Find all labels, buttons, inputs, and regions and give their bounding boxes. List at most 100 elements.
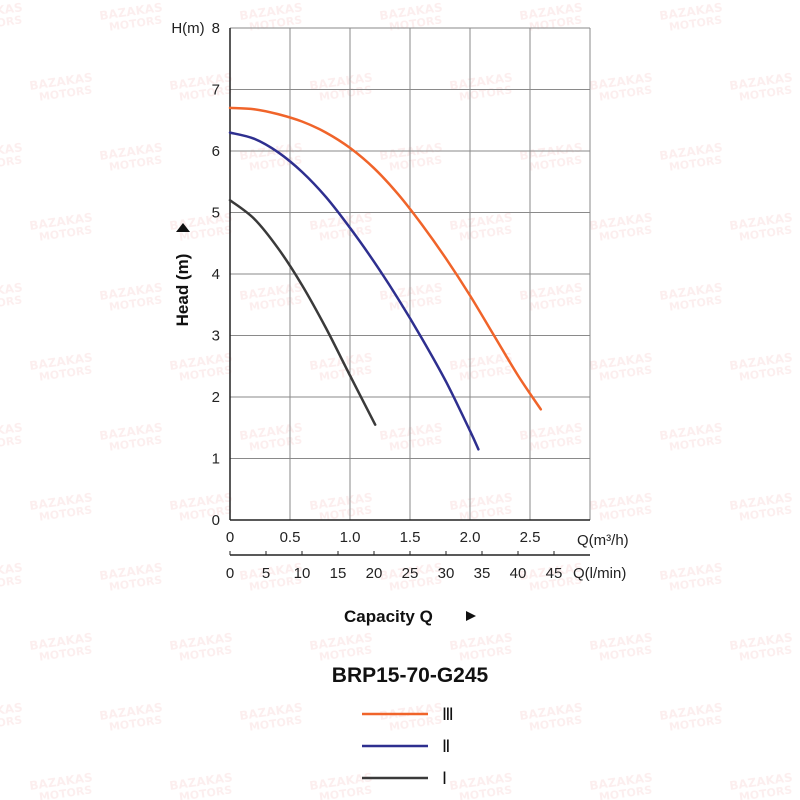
x2-tick-label: 25 bbox=[402, 565, 419, 582]
y-unit-label: H(m) bbox=[171, 20, 204, 37]
x-unit-label: Q(m³/h) bbox=[577, 532, 629, 549]
x-axis-arrow-icon bbox=[466, 611, 476, 621]
x2-tick-label: 35 bbox=[474, 565, 491, 582]
legend-label: Ⅰ bbox=[442, 769, 447, 788]
y-tick-label: 0 bbox=[212, 512, 220, 529]
x2-tick-label: 45 bbox=[546, 565, 563, 582]
y-tick-label: 6 bbox=[212, 143, 220, 160]
chart-axes bbox=[229, 28, 590, 556]
y-axis-title: Head (m) bbox=[173, 254, 192, 327]
x-tick-label: 0 bbox=[226, 529, 234, 546]
y-tick-label: 1 bbox=[212, 451, 220, 468]
watermark-text: MOTORS bbox=[0, 433, 23, 453]
y-tick-label: 2 bbox=[212, 389, 220, 406]
series-line-3 bbox=[228, 106, 543, 411]
x-tick-label: 1.0 bbox=[340, 529, 361, 546]
x-axis-title: Capacity Q bbox=[344, 607, 433, 626]
x2-tick-label: 20 bbox=[366, 565, 383, 582]
watermark-text: MOTORS bbox=[0, 153, 23, 173]
chart-legend: Ⅲ Ⅱ Ⅰ bbox=[362, 705, 454, 788]
x2-tick-label: 0 bbox=[226, 565, 234, 582]
watermark-text: MOTORS bbox=[0, 13, 23, 33]
y-tick-label: 4 bbox=[212, 266, 220, 283]
x2-tick-label: 40 bbox=[510, 565, 527, 582]
x2-unit-label: Q(l/min) bbox=[573, 565, 626, 582]
watermark-text: BAZAKAS bbox=[798, 420, 800, 443]
x2-tick-label: 5 bbox=[262, 565, 270, 582]
watermark-text: MOTORS bbox=[0, 713, 23, 733]
series-line-2 bbox=[228, 131, 480, 451]
x-tick-label: 2.5 bbox=[520, 529, 541, 546]
legend-label: Ⅱ bbox=[442, 737, 450, 756]
x-tick-label: 2.0 bbox=[460, 529, 481, 546]
x-tick-label: 1.5 bbox=[400, 529, 421, 546]
watermark-text: MOTORS bbox=[0, 293, 23, 313]
chart-series bbox=[228, 106, 543, 451]
watermark-text: BAZAKAS bbox=[798, 0, 800, 23]
chart-grid bbox=[230, 27, 591, 520]
